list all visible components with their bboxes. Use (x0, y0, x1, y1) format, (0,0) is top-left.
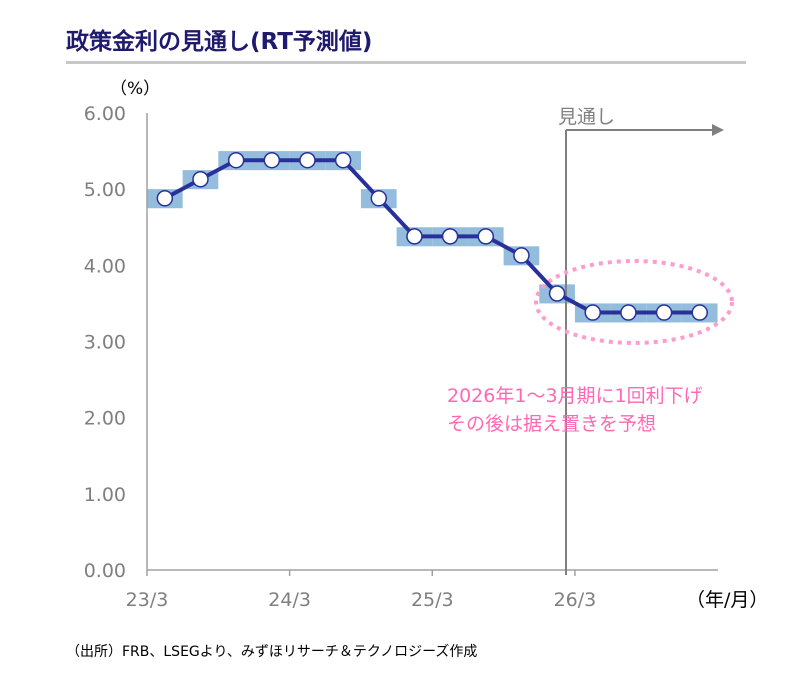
series-line (163, 158, 700, 315)
annotation-line-2: その後は据え置きを予想 (447, 413, 656, 435)
data-point (513, 247, 530, 264)
data-point (477, 228, 495, 245)
data-point (620, 304, 637, 321)
x-tick-label: 23/3 (126, 589, 169, 611)
data-point (263, 151, 281, 169)
annotation-line-1: 2026年1～3月期に1回利下げ (447, 385, 703, 407)
source-note: （出所）FRB、LSEGより、みずほリサーチ＆テクノロジーズ作成 (66, 644, 478, 660)
y-axis-unit: （%） (110, 79, 160, 99)
x-tick-label: 24/3 (268, 589, 311, 611)
data-point (655, 304, 673, 321)
y-tick-label: 5.00 (84, 179, 126, 201)
highlight-ellipse (534, 259, 734, 345)
chart-title: 政策金利の見通し(RT予測値) (66, 29, 373, 55)
data-point (156, 190, 174, 207)
y-tick-label: 4.00 (84, 255, 126, 277)
data-point (406, 228, 423, 245)
forecast-label: 見通し (558, 106, 615, 128)
data-point (192, 171, 209, 188)
data-point (548, 285, 566, 302)
x-tick-label: 25/3 (411, 589, 454, 611)
y-tick-label: 1.00 (84, 484, 126, 506)
x-axis-unit: （年/月） (686, 589, 768, 611)
y-tick-label: 2.00 (84, 408, 126, 430)
forecast-arrowhead (712, 124, 724, 136)
y-tick-label: 3.00 (84, 332, 126, 354)
data-point (441, 228, 459, 245)
y-tick-label: 6.00 (84, 103, 126, 125)
x-tick-label: 26/3 (554, 589, 597, 611)
data-point (584, 304, 601, 321)
data-point (227, 151, 245, 169)
y-tick-label: 0.00 (84, 560, 126, 582)
data-point (299, 151, 316, 169)
title-divider (66, 61, 746, 64)
data-point (691, 304, 708, 321)
data-point (370, 190, 388, 207)
data-point (334, 151, 352, 169)
